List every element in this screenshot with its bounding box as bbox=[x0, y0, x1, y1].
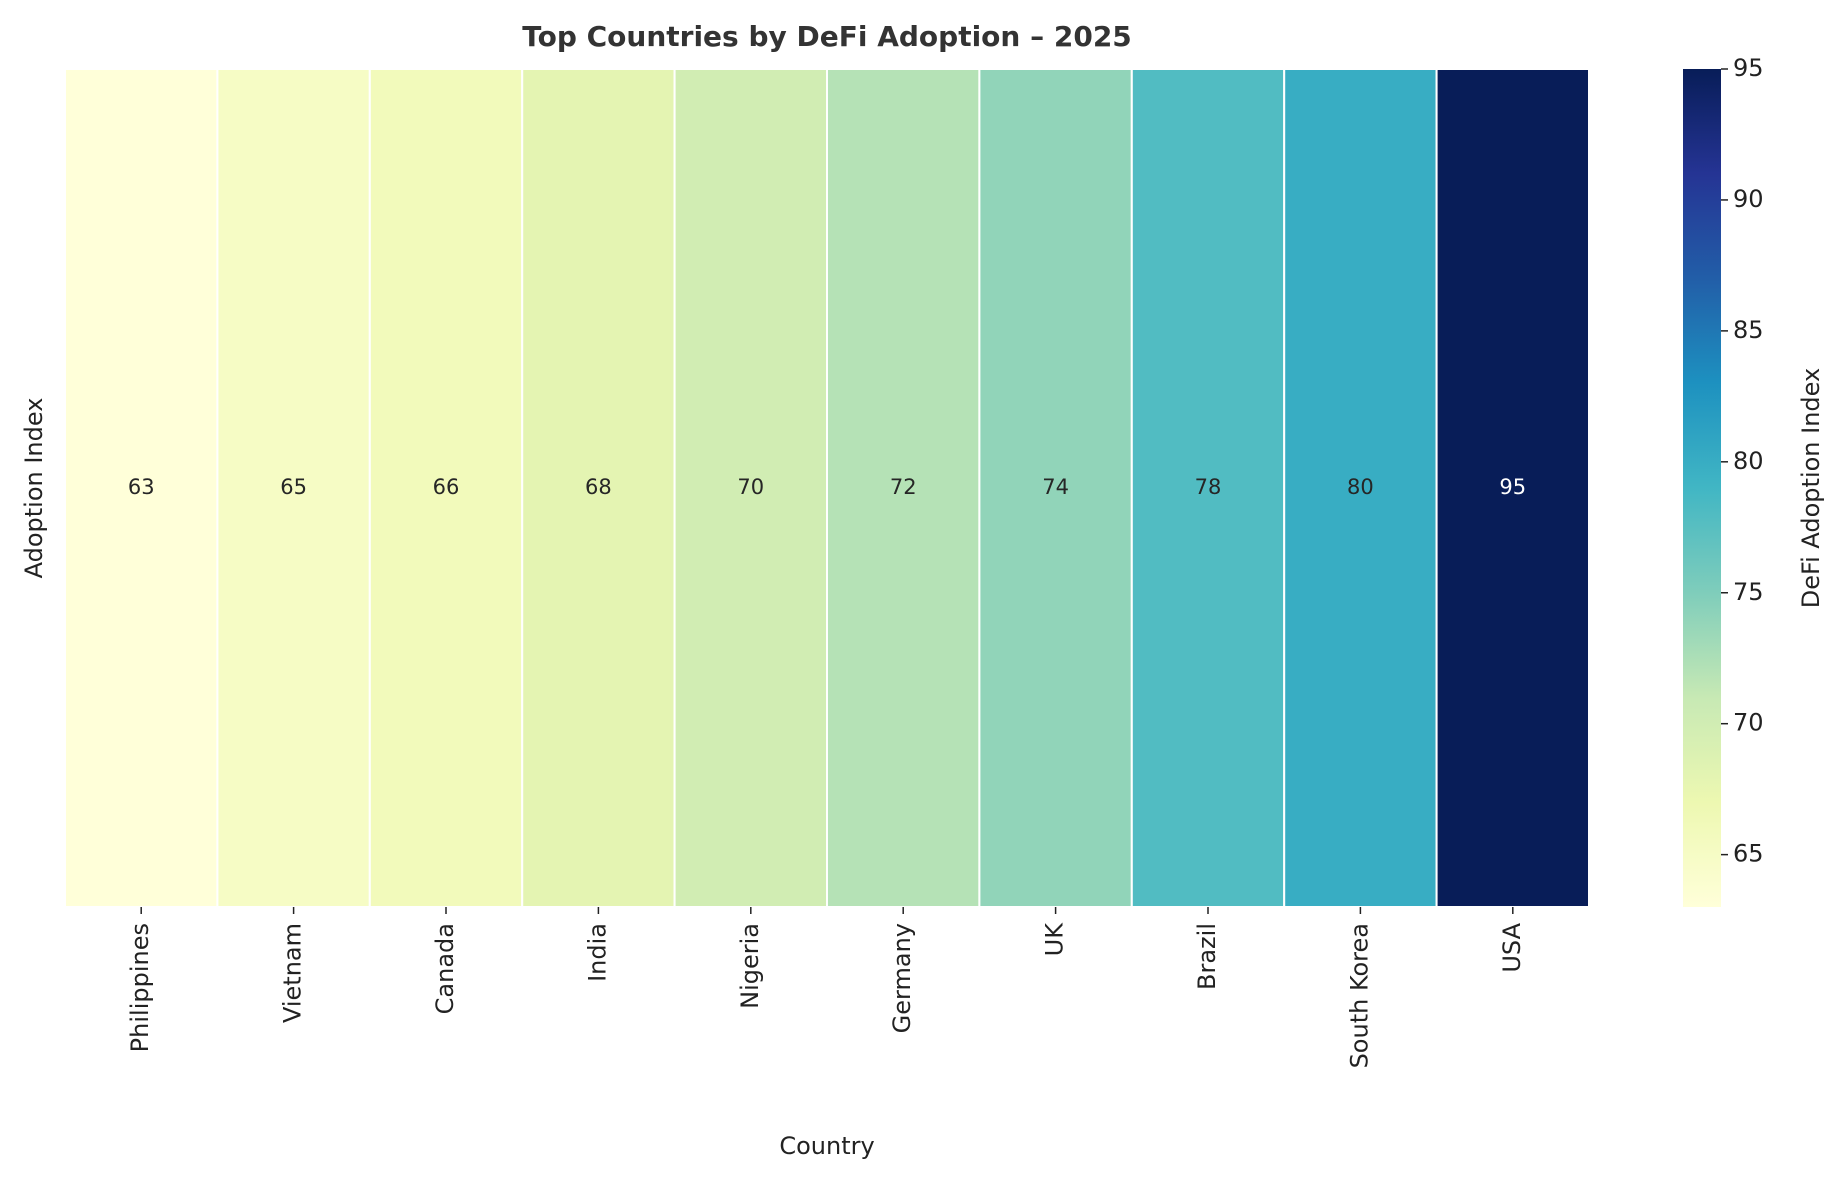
heatmap-cell bbox=[368, 68, 524, 908]
cell-value-label: 74 bbox=[1042, 475, 1069, 499]
x-tick-label: Vietnam bbox=[279, 923, 307, 1023]
heatmap-cell bbox=[1435, 68, 1590, 908]
chart-title: Top Countries by DeFi Adoption – 2025 bbox=[522, 20, 1132, 53]
colorbar-tick-label: 95 bbox=[1733, 54, 1764, 82]
cell-value-label: 95 bbox=[1499, 475, 1526, 499]
heatmap-cell bbox=[1130, 68, 1286, 908]
colorbar-label: DeFi Adoption Index bbox=[1797, 368, 1825, 608]
x-tick-label: Nigeria bbox=[736, 923, 764, 1009]
cell-value-label: 65 bbox=[280, 475, 307, 499]
heatmap-cell bbox=[216, 68, 371, 908]
colorbar bbox=[1683, 69, 1721, 907]
cell-value-label: 68 bbox=[585, 475, 612, 499]
x-tick-label: USA bbox=[1498, 922, 1526, 972]
cell-value-label: 70 bbox=[737, 475, 764, 499]
x-tick-label: UK bbox=[1041, 922, 1069, 957]
x-tick-label: Philippines bbox=[126, 923, 154, 1052]
cell-value-label: 80 bbox=[1347, 475, 1374, 499]
colorbar-tick-label: 90 bbox=[1733, 185, 1764, 213]
colorbar-tick-label: 85 bbox=[1733, 316, 1764, 344]
heatmap-cell bbox=[1283, 68, 1438, 908]
heatmap-cell bbox=[673, 68, 828, 908]
x-axis-label: Country bbox=[779, 1132, 874, 1160]
colorbar-tick-label: 65 bbox=[1733, 840, 1764, 868]
colorbar-tick-label: 70 bbox=[1733, 709, 1764, 737]
x-tick-label: Canada bbox=[431, 923, 459, 1014]
x-tick-label: India bbox=[583, 923, 611, 982]
heatmap-cell bbox=[978, 68, 1133, 908]
x-tick-label: Brazil bbox=[1193, 923, 1221, 990]
x-tick-label: Germany bbox=[888, 923, 916, 1033]
colorbar-tick-label: 80 bbox=[1733, 447, 1764, 475]
heatmap-cell bbox=[826, 68, 981, 908]
x-tick-label: South Korea bbox=[1345, 923, 1373, 1068]
cell-value-label: 78 bbox=[1195, 475, 1222, 499]
cell-value-label: 72 bbox=[890, 475, 917, 499]
cell-value-label: 63 bbox=[128, 475, 155, 499]
y-axis-label: Adoption Index bbox=[20, 398, 48, 579]
colorbar-tick-label: 75 bbox=[1733, 578, 1764, 606]
cell-value-label: 66 bbox=[433, 475, 460, 499]
heatmap-cell bbox=[521, 68, 676, 908]
